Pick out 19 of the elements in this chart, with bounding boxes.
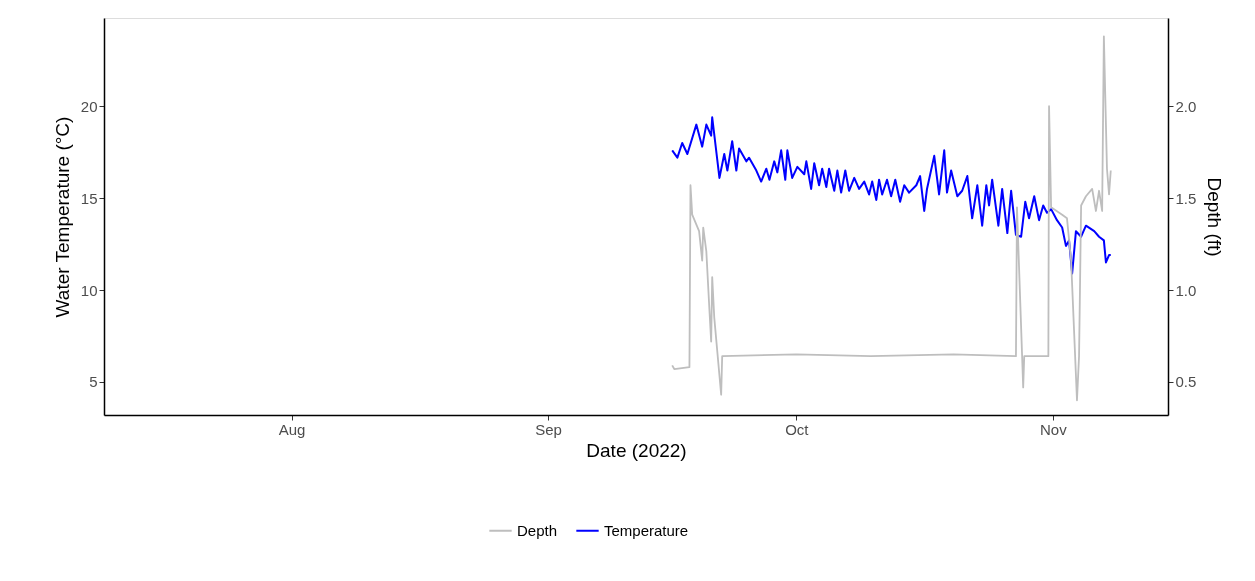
y2-tick-label: 1.0: [1175, 281, 1197, 299]
y-tick-label: 5: [89, 373, 98, 391]
y2-tick-label: 2.0: [1175, 97, 1197, 115]
y2-tick-label: 1.5: [1175, 189, 1197, 207]
legend-label: Temperature: [604, 521, 689, 539]
x-tick-label: Aug: [278, 420, 306, 438]
y-axis-title: Water Temperature (°C): [51, 116, 73, 318]
y2-tick-label: 0.5: [1175, 373, 1197, 391]
x-tick-label: Sep: [535, 420, 562, 438]
legend-label: Depth: [517, 521, 558, 539]
line-series: [671, 35, 1112, 402]
y-tick-label: 15: [80, 189, 98, 207]
x-tick-label: Nov: [1040, 420, 1068, 438]
x-tick-label: Oct: [785, 420, 810, 438]
y-tick-label: 20: [80, 97, 98, 115]
line-series: [671, 116, 1112, 275]
x-axis-title: Date (2022): [586, 439, 687, 461]
y2-axis-title: Depth (ft): [1204, 177, 1226, 257]
y-tick-label: 10: [80, 281, 98, 299]
